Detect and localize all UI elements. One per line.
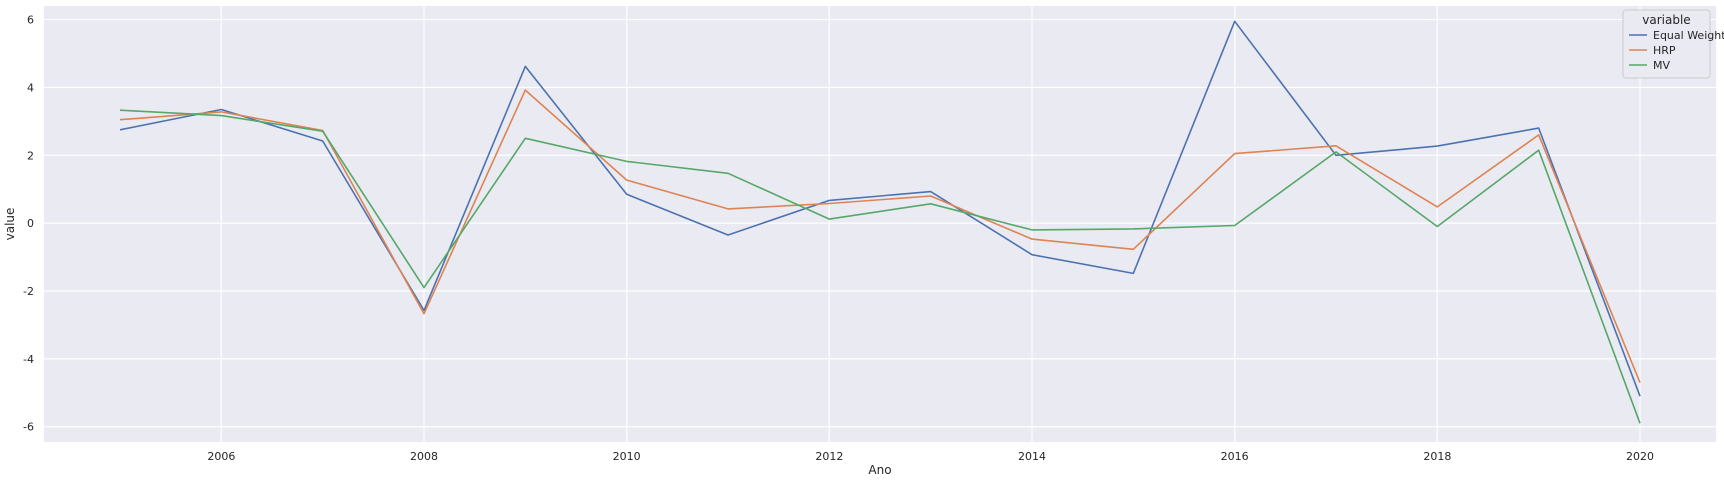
y-tick-label: 0 (27, 217, 34, 230)
y-tick-label: -2 (23, 285, 34, 298)
x-axis-ticks: 2006 2008 2010 2012 2014 2016 2018 2020 (207, 450, 1654, 463)
grid-lines (44, 6, 1716, 442)
y-axis-ticks: -6 -4 -2 0 2 4 6 (23, 14, 34, 434)
plot-background (44, 6, 1716, 442)
y-tick-label: 2 (27, 149, 34, 162)
y-tick-label: -4 (23, 353, 34, 366)
x-tick-label: 2020 (1626, 450, 1654, 463)
legend-entry: MV (1653, 59, 1670, 72)
x-tick-label: 2014 (1018, 450, 1046, 463)
legend-title: variable (1642, 13, 1690, 27)
x-tick-label: 2010 (613, 450, 641, 463)
y-tick-label: -6 (23, 421, 34, 434)
legend: variable Equal Weights HRP MV (1622, 9, 1724, 79)
legend-items: Equal Weights HRP MV (1629, 29, 1724, 72)
series-line-mv (119, 109, 1641, 424)
y-axis-label: value (3, 208, 17, 241)
legend-box (1622, 9, 1711, 79)
x-tick-label: 2006 (207, 450, 235, 463)
x-tick-label: 2012 (815, 450, 843, 463)
y-tick-label: 4 (27, 81, 34, 94)
legend-entry: HRP (1653, 44, 1676, 57)
x-tick-label: 2008 (410, 450, 438, 463)
x-tick-label: 2016 (1221, 450, 1249, 463)
legend-entry: Equal Weights (1653, 29, 1724, 42)
series-lines (119, 20, 1641, 424)
series-line-equal-weights (119, 20, 1641, 397)
y-tick-label: 6 (27, 14, 34, 27)
x-tick-label: 2018 (1423, 450, 1451, 463)
x-axis-label: Ano (868, 463, 891, 477)
series-line-hrp (119, 89, 1641, 383)
